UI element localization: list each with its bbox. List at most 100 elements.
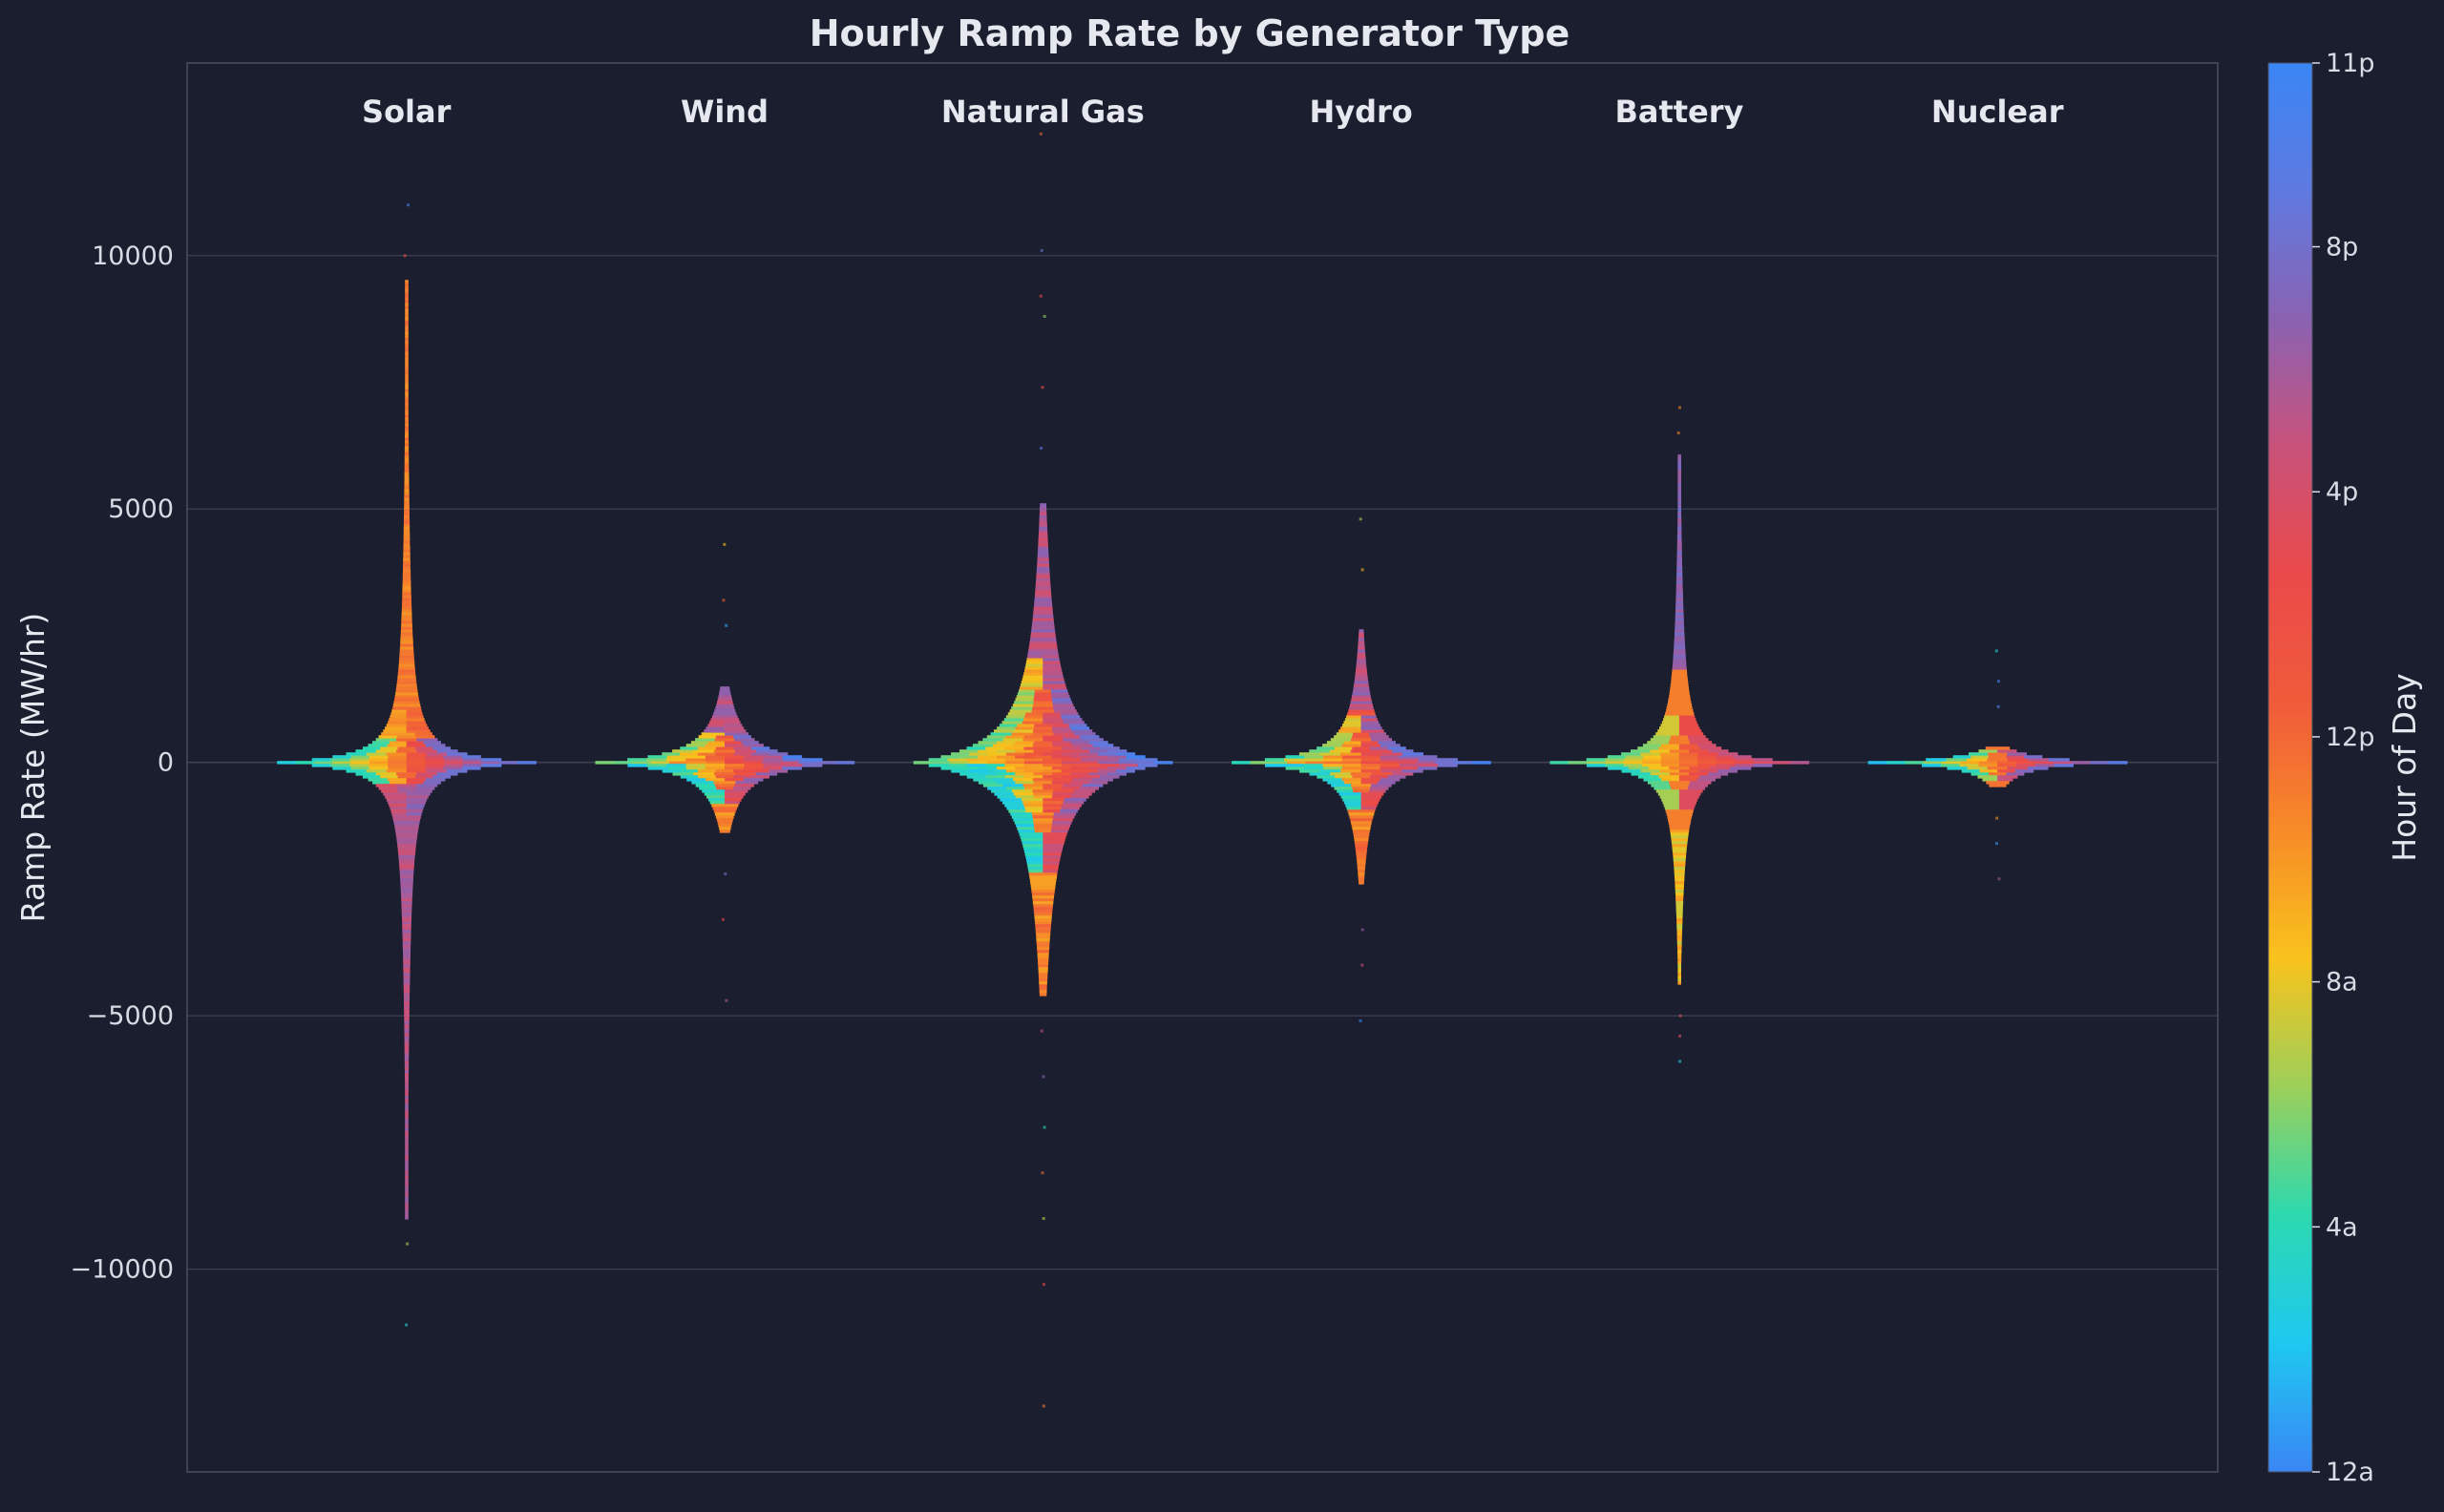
swarm-point <box>1034 689 1052 693</box>
swarm-point <box>1298 752 1321 756</box>
swarm-point <box>1039 529 1048 533</box>
swarm-point <box>1672 663 1687 667</box>
swarm-point <box>1676 930 1682 934</box>
swarm-point <box>1343 721 1362 724</box>
swarm-point <box>405 311 409 315</box>
swarm-point <box>396 749 417 753</box>
colorbar-tick-label: 12p <box>2326 723 2375 752</box>
swarm-point <box>405 1076 409 1080</box>
swarm-point <box>1353 732 1370 736</box>
swarm-point <box>761 761 781 765</box>
swarm-point <box>405 1093 409 1097</box>
swarm-point <box>405 1073 409 1077</box>
swarm-point <box>1970 772 1990 776</box>
swarm-point <box>1037 557 1049 561</box>
swarm-point <box>1317 746 1336 750</box>
swarm-point <box>646 764 667 767</box>
swarm-point <box>404 483 410 487</box>
swarm-point <box>425 755 445 759</box>
swarm-point <box>396 738 417 742</box>
swarm-point <box>1665 712 1695 716</box>
swarm-point <box>1043 787 1063 790</box>
swarm-point <box>1675 887 1684 891</box>
swarm-point <box>1358 643 1365 647</box>
swarm-point <box>699 787 717 790</box>
swarm-point <box>1088 766 1108 770</box>
swarm-point <box>1663 804 1680 808</box>
swarm-point <box>1675 910 1683 914</box>
swarm-point <box>403 543 411 547</box>
swarm-point <box>715 752 734 756</box>
swarm-point <box>1011 789 1034 793</box>
swarm-point <box>1061 807 1080 810</box>
swarm-point <box>1677 503 1681 507</box>
swarm-point <box>402 572 411 576</box>
swarm-point <box>1033 766 1053 770</box>
swarm-point <box>405 420 409 424</box>
swarm-point <box>691 781 715 785</box>
swarm-point <box>401 898 412 902</box>
swarm-point <box>1354 681 1369 684</box>
swarm-point <box>369 766 389 770</box>
swarm-point <box>1986 781 2010 785</box>
swarm-point <box>1032 901 1054 905</box>
swarm-point <box>397 844 416 848</box>
swarm-point <box>406 801 426 805</box>
swarm-point <box>1030 635 1056 639</box>
swarm-point <box>1359 632 1364 636</box>
swarm-point <box>1323 755 1343 759</box>
outlier-point <box>1996 704 2000 708</box>
swarm-point <box>1399 766 1419 770</box>
swarm-point <box>732 787 751 790</box>
outlier-point <box>1678 1060 1682 1063</box>
swarm-point <box>1039 526 1047 530</box>
swarm-point <box>406 709 422 713</box>
swarm-point <box>1043 850 1063 853</box>
swarm-point <box>1677 497 1681 501</box>
swarm-point <box>396 784 417 788</box>
swarm-point <box>369 764 389 767</box>
swarm-solar <box>277 203 537 1327</box>
swarm-point <box>1637 746 1659 750</box>
swarm-point <box>1025 809 1043 813</box>
swarm-point <box>1676 578 1683 581</box>
swarm-point <box>1024 669 1043 673</box>
swarm-point <box>443 761 463 765</box>
swarm-point <box>709 801 726 805</box>
swarm-point <box>1674 872 1685 876</box>
swarm-point <box>1659 795 1680 799</box>
swarm-point <box>1043 652 1059 656</box>
swarm-point <box>1004 764 1024 767</box>
outlier-point <box>1359 517 1362 521</box>
swarm-point <box>1675 609 1684 613</box>
swarm-point <box>968 761 988 765</box>
swarm-point <box>1015 755 1035 759</box>
swarm-point <box>1677 950 1682 954</box>
swarm-point <box>1031 887 1056 891</box>
swarm-point <box>400 878 413 882</box>
swarm-point <box>725 758 745 762</box>
swarm-point <box>1027 655 1043 659</box>
swarm-point <box>2007 766 2029 770</box>
swarm-point <box>1978 749 1998 753</box>
swarm-point <box>1675 580 1683 584</box>
swarm-point <box>1678 764 1698 767</box>
swarm-point <box>1676 563 1682 567</box>
swarm-point <box>425 744 446 747</box>
swarm-point <box>1716 761 1736 765</box>
swarm-point <box>415 735 435 739</box>
swarm-point <box>405 294 409 298</box>
swarm-point <box>1081 764 1101 767</box>
swarm-point <box>403 950 411 954</box>
swarm-point <box>1352 692 1371 696</box>
swarm-point <box>1675 875 1685 879</box>
swarm-point <box>1033 726 1053 730</box>
swarm-point <box>1378 741 1396 745</box>
swarm-point <box>1676 557 1682 561</box>
swarm-point <box>978 772 998 776</box>
swarm-point <box>987 761 1007 765</box>
swarm-point <box>966 775 987 779</box>
swarm-point <box>1438 758 1458 762</box>
swarm-point <box>985 764 1005 767</box>
colorbar-tick-label: 4p <box>2326 477 2358 507</box>
